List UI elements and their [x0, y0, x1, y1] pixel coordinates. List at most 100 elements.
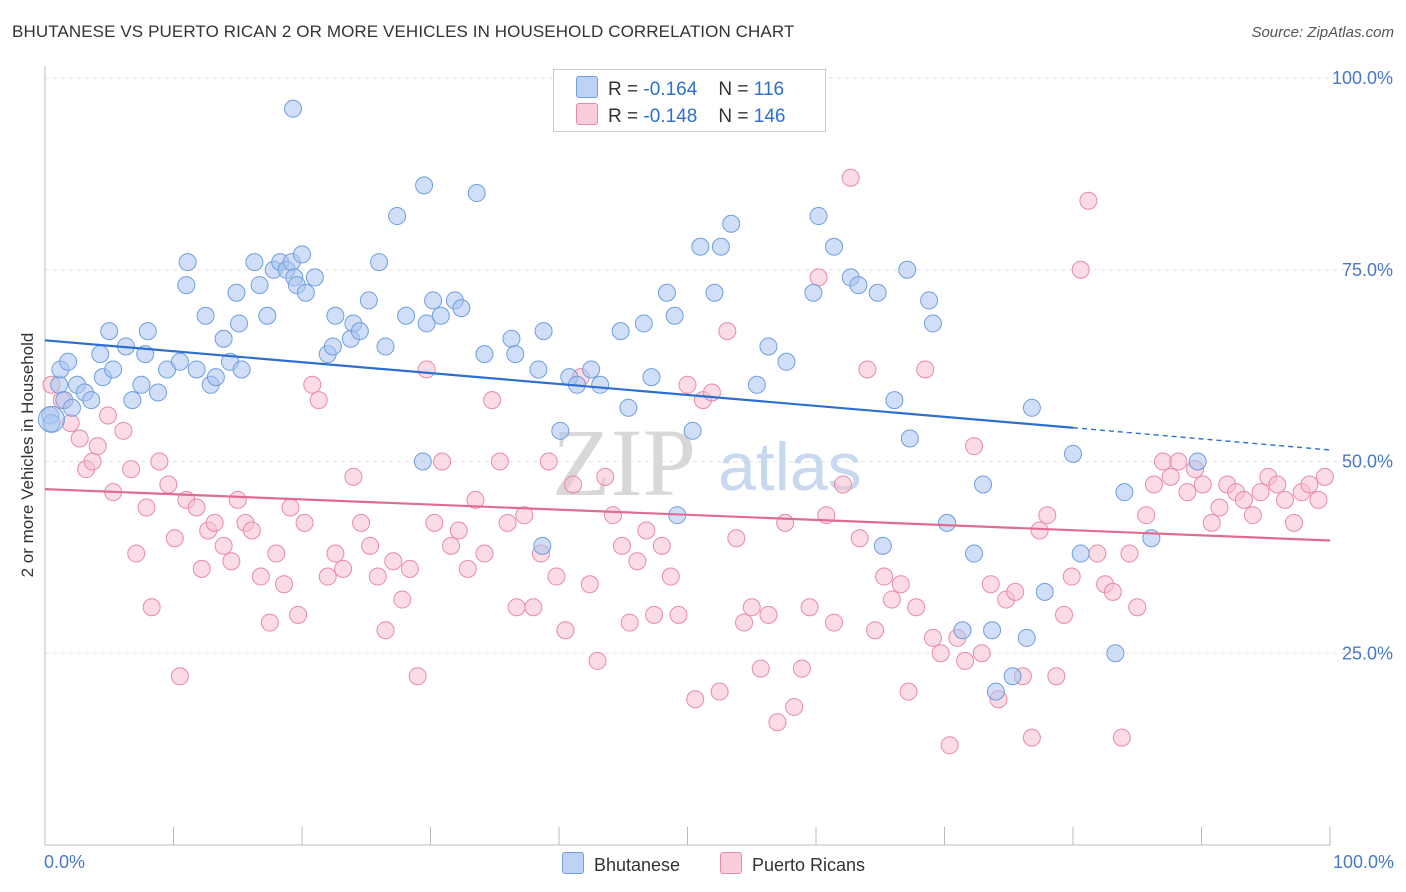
point-puerto-ricans [742, 598, 761, 617]
point-bhutanese [747, 375, 766, 394]
point-puerto-ricans [1234, 490, 1253, 509]
point-puerto-ricans [214, 536, 233, 555]
point-bhutanese [534, 322, 553, 341]
point-bhutanese [178, 253, 197, 272]
point-bhutanese [619, 398, 638, 417]
legend-label-puerto-ricans: Puerto Ricans [752, 855, 866, 875]
point-puerto-ricans [1055, 605, 1074, 624]
point-bhutanese [138, 322, 157, 341]
point-puerto-ricans [875, 567, 894, 586]
point-bhutanese [206, 368, 225, 387]
point-puerto-ricans [88, 437, 107, 456]
point-puerto-ricans [466, 490, 485, 509]
point-puerto-ricans [267, 544, 286, 563]
point-puerto-ricans [596, 467, 615, 486]
point-puerto-ricans [289, 605, 308, 624]
point-puerto-ricans [718, 322, 737, 341]
point-bhutanese [634, 314, 653, 333]
point-puerto-ricans [142, 598, 161, 617]
point-puerto-ricans [1178, 483, 1197, 502]
point-puerto-ricans [442, 536, 461, 555]
point-bhutanese [777, 352, 796, 371]
trend-line-bhutanese-extension [1072, 427, 1331, 451]
point-puerto-ricans [483, 391, 502, 410]
point-bhutanese [104, 360, 123, 379]
point-puerto-ricans [1022, 728, 1041, 747]
point-bhutanese [611, 322, 630, 341]
point-bhutanese [705, 283, 724, 302]
point-bhutanese [376, 337, 395, 356]
point-bhutanese [938, 513, 957, 532]
point-bhutanese [591, 375, 610, 394]
point-puerto-ricans [361, 536, 380, 555]
point-bhutanese [323, 337, 342, 356]
point-bhutanese [722, 214, 741, 233]
point-bhutanese [1035, 582, 1054, 601]
point-puerto-ricans [458, 559, 477, 578]
point-puerto-ricans [281, 498, 300, 517]
point-puerto-ricans [923, 628, 942, 647]
point-bhutanese [59, 352, 78, 371]
x-tick-max: 100.0% [1332, 852, 1394, 872]
point-puerto-ricans [326, 544, 345, 563]
correlation-legend: R = -0.164 N = 116 R = -0.148 N = 146 [553, 69, 826, 132]
point-bhutanese [123, 391, 142, 410]
point-puerto-ricans [785, 697, 804, 716]
legend-label-bhutanese: Bhutanese [594, 855, 681, 875]
y-tick-label: 75.0% [1342, 260, 1393, 280]
point-puerto-ricans [1276, 490, 1295, 509]
point-puerto-ricans [972, 644, 991, 663]
point-puerto-ricans [652, 536, 671, 555]
legend-item-puerto-ricans[interactable]: Puerto Ricans [720, 852, 865, 876]
point-bhutanese [397, 306, 416, 325]
point-bhutanese [326, 306, 345, 325]
point-bhutanese [983, 621, 1002, 640]
point-puerto-ricans [524, 598, 543, 617]
point-bhutanese [1003, 667, 1022, 686]
point-bhutanese [467, 184, 486, 203]
point-puerto-ricans [352, 513, 371, 532]
point-puerto-ricans [449, 521, 468, 540]
point-bhutanese [305, 268, 324, 287]
point-bhutanese [388, 207, 407, 226]
point-puerto-ricans [751, 659, 770, 678]
point-bhutanese [452, 299, 471, 318]
point-puerto-ricans [425, 513, 444, 532]
point-puerto-ricans [318, 567, 337, 586]
point-bhutanese [431, 306, 450, 325]
point-puerto-ricans [1144, 475, 1163, 494]
point-puerto-ricans [956, 651, 975, 670]
point-puerto-ricans [1243, 506, 1262, 525]
point-puerto-ricans [1079, 191, 1098, 210]
point-puerto-ricans [433, 452, 452, 471]
legend-item-bhutanese[interactable]: Bhutanese [562, 852, 680, 876]
point-puerto-ricans [841, 168, 860, 187]
point-bhutanese [502, 329, 521, 348]
point-puerto-ricans [228, 490, 247, 509]
point-puerto-ricans [384, 552, 403, 571]
point-puerto-ricans [114, 421, 133, 440]
point-puerto-ricans [916, 360, 935, 379]
point-bhutanese [923, 314, 942, 333]
point-puerto-ricans [1120, 544, 1139, 563]
point-bhutanese [100, 322, 119, 341]
point-puerto-ricans [1169, 452, 1188, 471]
point-puerto-ricans [393, 590, 412, 609]
point-bhutanese [177, 276, 196, 295]
point-puerto-ricans [1315, 467, 1334, 486]
point-puerto-ricans [645, 605, 664, 624]
chart-title: BHUTANESE VS PUERTO RICAN 2 OR MORE VEHI… [12, 22, 795, 41]
axes [44, 66, 1331, 846]
legend-r-value: -0.164 [643, 79, 698, 100]
point-bhutanese [1064, 444, 1082, 463]
point-puerto-ricans [768, 713, 787, 732]
point-puerto-ricans [620, 613, 639, 632]
point-bhutanese [533, 536, 552, 555]
point-puerto-ricans [833, 475, 852, 494]
point-puerto-ricans [1309, 490, 1328, 509]
legend-n-value: 116 [753, 79, 785, 100]
point-puerto-ricans [1193, 475, 1212, 494]
point-puerto-ricans [83, 452, 102, 471]
point-puerto-ricans [408, 667, 427, 686]
point-bhutanese [413, 452, 432, 471]
